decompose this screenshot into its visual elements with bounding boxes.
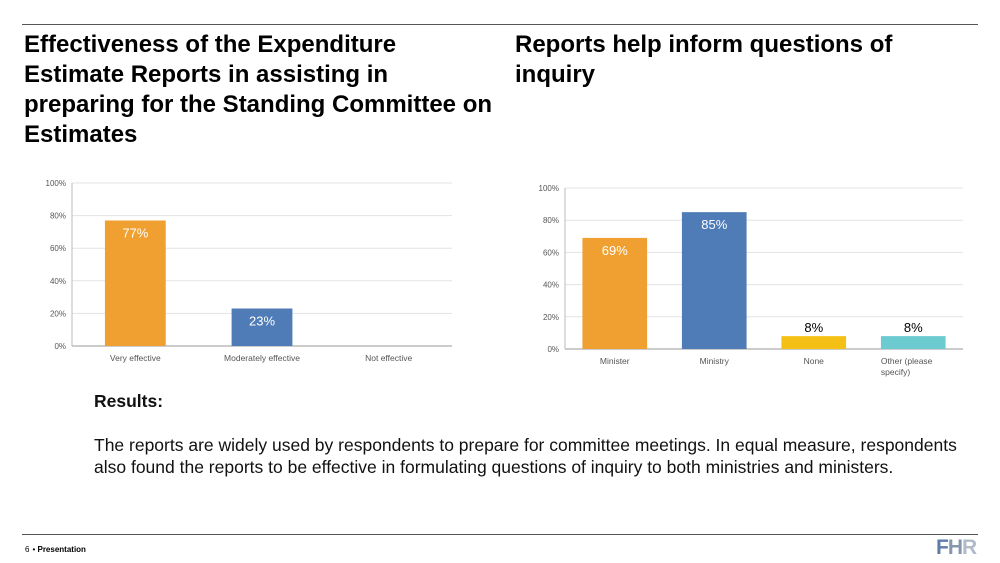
category-label: Ministry <box>700 356 730 366</box>
category-label: Other (please specify) <box>881 356 933 377</box>
bottom-rule <box>22 534 978 535</box>
bar <box>231 308 293 346</box>
y-tick-label: 100% <box>46 179 66 188</box>
page-number: 6 <box>25 545 30 554</box>
y-tick-label: 80% <box>50 212 66 221</box>
data-label: 23% <box>249 314 275 329</box>
footer-separator: • <box>32 545 38 554</box>
bar <box>582 237 648 349</box>
footer: 6 • Presentation <box>25 545 86 554</box>
y-tick-label: 100% <box>539 184 559 193</box>
data-label: 8% <box>804 320 823 335</box>
chart-title-questions-of-inquiry: Reports help inform questions of inquiry <box>515 31 893 88</box>
results-section: Results: The reports are widely used by … <box>94 390 974 478</box>
data-label: 8% <box>904 320 923 335</box>
inquiry-bar-chart: 0% 20% 40% 60% 80% 100% 69% Minister 85% Ministry… <box>539 184 963 377</box>
logo-letter-f: F <box>936 536 949 559</box>
bar <box>781 336 847 349</box>
y-tick-label: 40% <box>543 281 559 290</box>
results-text: The reports are widely used by responden… <box>94 435 957 477</box>
data-label: 77% <box>122 225 148 240</box>
data-label: 69% <box>602 243 628 258</box>
category-label: Very effective <box>110 353 161 363</box>
category-label: None <box>804 356 825 366</box>
bar <box>880 336 946 349</box>
y-tick-label: 60% <box>543 248 559 257</box>
effectiveness-bar-chart: 0% 20% 40% 60% 80% 100% 77% Very effective 23% Mo… <box>46 179 452 363</box>
y-tick-label: 60% <box>50 244 66 253</box>
chart-title-effectiveness: Effectiveness of the Expenditure Estimat… <box>24 31 493 148</box>
logo-letter-h: H <box>947 536 963 559</box>
data-label: 85% <box>701 217 727 232</box>
y-tick-label: 0% <box>54 342 66 351</box>
y-tick-label: 0% <box>547 345 559 354</box>
bar <box>681 212 747 349</box>
results-heading: Results: <box>94 391 164 411</box>
top-rule <box>22 24 978 25</box>
bar <box>104 220 166 346</box>
category-label: Moderately effective <box>224 353 300 363</box>
category-label: Not effective <box>365 353 412 363</box>
y-tick-label: 20% <box>543 313 559 322</box>
y-tick-label: 20% <box>50 309 66 318</box>
logo-letter-r: R <box>962 536 977 559</box>
category-label: Minister <box>600 356 630 366</box>
y-tick-label: 80% <box>543 216 559 225</box>
footer-label: Presentation <box>37 545 86 554</box>
y-tick-label: 40% <box>50 277 66 286</box>
fhr-logo: FHR <box>936 536 977 560</box>
